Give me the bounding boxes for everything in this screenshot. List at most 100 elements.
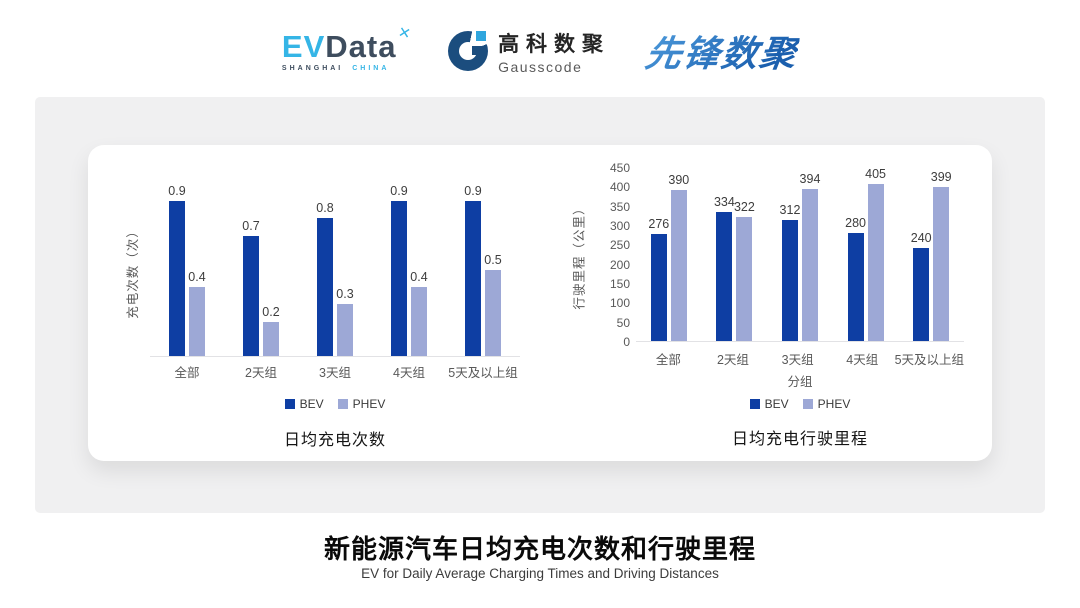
legend-item-bev: BEV: [749, 397, 789, 411]
gausscode-en-text: Gausscode: [498, 58, 583, 75]
chart-card: 0.9 0.4 0.7 0.2 0.8 0.3 0.9 0.4 0.9 0.5 充电次数（次） 全部 2…: [88, 145, 992, 461]
bar-phev: 0.3: [336, 287, 354, 356]
g-notch-shape: [472, 46, 486, 55]
bar-value-label: 312: [779, 203, 801, 218]
y-tick-label: 450: [609, 161, 630, 175]
category-label: 5天及以上组: [894, 353, 965, 367]
evdata-shanghai-text: SHANGHAI: [281, 64, 344, 72]
gausscode-logo: 高科数聚 Gausscode: [448, 28, 610, 75]
y-axis-label: 行驶里程（公里）: [570, 168, 587, 342]
chart-daily-driving-distance: 276 390 334 322 312 394 280 405 240 399 0 50 100 150 2…: [88, 145, 992, 461]
bar-value-label: 322: [733, 199, 755, 214]
bar-group: 276 390: [636, 168, 702, 341]
gausscode-wordmark: 高科数聚 Gausscode: [498, 28, 610, 75]
y-tick-label: 350: [609, 199, 630, 214]
bar-bev: 240: [911, 231, 932, 341]
gausscode-cn-text: 高科数聚: [498, 32, 611, 56]
evdata-china-text: CHINA: [352, 64, 390, 72]
bar-group: 0.9 0.4: [372, 184, 446, 356]
y-tick-label: 100: [609, 296, 630, 311]
category-label: 全部: [655, 353, 681, 367]
legend: BEV PHEV: [636, 397, 964, 411]
plot-area: 276 390 334 322 312 394 280 405 240 399: [636, 167, 964, 342]
bar-bev: 280: [845, 216, 866, 341]
bar-phev: 0.5: [484, 253, 502, 356]
bar-value-label: 0.7: [242, 218, 260, 233]
legend-swatch-icon: [284, 399, 295, 409]
bar-phev: 322: [734, 200, 755, 341]
legend-swatch-icon: [749, 399, 760, 409]
bar-bev: 0.9: [168, 184, 186, 356]
category-row: 全部 2天组 3天组 4天组 5天及以上组: [150, 362, 520, 381]
evdata-data-text: Data: [325, 28, 397, 64]
bar-bev: 0.8: [316, 201, 334, 356]
bar-value-label: 399: [930, 169, 952, 184]
bar-value-label: 0.9: [168, 184, 186, 199]
bar-phev: 390: [668, 173, 689, 341]
evdata-tagline: SHANGHAI CHINA: [282, 65, 389, 72]
chart-title: 日均充电次数: [283, 432, 386, 449]
y-tick-label: 150: [609, 277, 630, 291]
bar-bev: 312: [780, 203, 800, 341]
bar-phev: 0.4: [410, 270, 428, 356]
gausscode-g-icon: [448, 31, 489, 71]
bar-phev: 405: [865, 167, 886, 341]
category-label: 4天组: [846, 353, 879, 367]
page-subtitle: EV for Daily Average Charging Times and …: [361, 566, 719, 581]
legend-swatch-icon: [337, 399, 348, 409]
category-label: 全部: [174, 366, 200, 380]
x-axis-label: 分组: [787, 375, 813, 389]
bar-phev: 0.4: [188, 270, 206, 356]
y-tick-label: 50: [616, 315, 630, 330]
y-axis-ticks: 0 50 100 150 200 250 300 350 400 450: [588, 161, 630, 349]
bar-value-label: 0.9: [390, 184, 408, 199]
y-tick-label: 200: [609, 257, 630, 272]
bar-value-label: 0.2: [262, 304, 280, 319]
category-label: 4天组: [393, 366, 425, 380]
category-label: 2天组: [245, 366, 277, 380]
bar-group: 0.9 0.4: [150, 184, 224, 356]
bar-bev: 276: [648, 217, 669, 341]
legend-label: PHEV: [817, 397, 851, 411]
bar-value-label: 0.9: [464, 184, 482, 199]
pioneer-logo: 先锋数聚: [642, 25, 801, 77]
bar-value-label: 0.4: [188, 270, 206, 285]
bar-value-label: 0.5: [484, 253, 502, 267]
bar-value-label: 240: [910, 231, 932, 246]
y-tick-label: 300: [609, 219, 630, 233]
bar-bev: 0.9: [464, 184, 482, 356]
legend-swatch-icon: [802, 399, 813, 409]
bar-value-label: 0.4: [410, 270, 428, 285]
category-row: 全部 2天组 3天组 4天组 5天及以上组: [636, 349, 964, 368]
legend-label: BEV: [764, 397, 789, 411]
bar-phev: 399: [931, 170, 952, 341]
star-icon: ✕: [396, 23, 414, 43]
legend-item-phev: PHEV: [802, 397, 851, 411]
bar-value-label: 405: [865, 167, 887, 182]
bar-value-label: 280: [845, 215, 867, 230]
bar-group: 0.8 0.3: [298, 185, 372, 356]
chart-title: 日均充电行驶里程: [731, 431, 868, 448]
legend-label: PHEV: [352, 397, 386, 411]
bar-value-label: 0.8: [316, 201, 334, 216]
y-tick-label: 0: [623, 335, 630, 349]
bar-value-label: 276: [648, 217, 670, 232]
bar-bev: 334: [714, 195, 735, 341]
category-label: 5天及以上组: [448, 366, 518, 380]
page-title: 新能源汽车日均充电次数和行驶里程: [323, 534, 756, 564]
y-tick-label: 250: [609, 238, 630, 253]
legend-item-phev: PHEV: [337, 397, 386, 411]
bar-value-label: 390: [668, 173, 690, 188]
bar-group: 334 322: [702, 168, 768, 341]
bar-phev: 0.2: [262, 305, 280, 356]
bar-value-label: 0.3: [336, 287, 354, 302]
category-label: 3天组: [319, 366, 351, 380]
bar-group: 0.9 0.5: [446, 184, 520, 356]
legend-item-bev: BEV: [284, 397, 324, 411]
legend: BEV PHEV: [150, 397, 520, 411]
bar-value-label: 394: [799, 171, 821, 186]
bar-group: 312 394: [767, 168, 833, 341]
category-label: 2天组: [716, 353, 749, 367]
g-square-shape: [476, 31, 487, 41]
bar-bev: 0.9: [390, 184, 408, 356]
